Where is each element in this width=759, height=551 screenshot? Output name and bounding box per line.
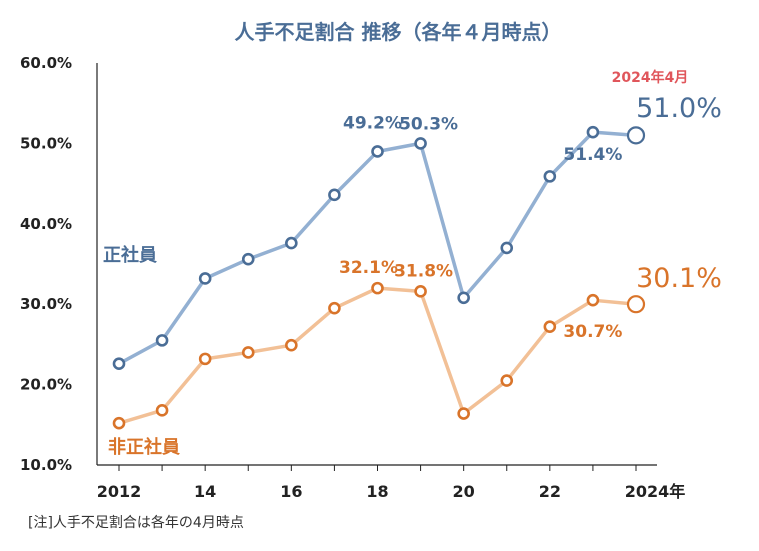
- data-label: 32.1%: [339, 258, 398, 278]
- data-point: [328, 188, 341, 202]
- data-point: [155, 404, 169, 417]
- x-tick-label: 22: [539, 482, 561, 501]
- data-point: [112, 357, 126, 370]
- footnote: [注]人手不足割合は各年の4月時点: [28, 515, 244, 531]
- series-name-nonregular: 非正社員: [108, 436, 180, 458]
- data-point: [241, 346, 255, 359]
- data-point: [500, 241, 514, 255]
- data-point: [626, 295, 646, 314]
- data-point: [285, 338, 298, 352]
- x-tick-label: 20: [453, 482, 475, 501]
- data-point: [112, 416, 126, 430]
- highlight-label: 2024年4月: [612, 69, 689, 86]
- x-tick-label: 14: [194, 482, 216, 501]
- latest-value-regular: 51.0%: [636, 93, 722, 124]
- data-point: [457, 291, 470, 305]
- data-point: [586, 293, 600, 307]
- x-tick-label: 2012: [97, 482, 142, 501]
- data-point: [500, 374, 514, 387]
- data-point: [155, 334, 169, 347]
- data-point: [371, 281, 384, 295]
- data-point: [198, 352, 212, 366]
- data-label: 31.8%: [394, 261, 453, 281]
- data-label: 30.7%: [563, 322, 622, 342]
- y-tick-label: 50.0%: [20, 134, 72, 152]
- data-label: 50.3%: [399, 114, 458, 134]
- series-line-nonregular: [118, 286, 637, 425]
- y-tick-label: 30.0%: [20, 295, 72, 313]
- data-point: [543, 320, 557, 334]
- data-label: 49.2%: [343, 113, 402, 133]
- data-label: 51.4%: [563, 145, 622, 165]
- y-tick-label: 20.0%: [20, 376, 72, 394]
- y-tick-label: 60.0%: [20, 54, 72, 72]
- data-point: [285, 236, 298, 250]
- data-point: [626, 126, 646, 145]
- y-tick-label: 10.0%: [20, 456, 72, 474]
- data-point: [543, 170, 557, 183]
- y-tick-label: 40.0%: [20, 215, 72, 233]
- data-point: [457, 407, 470, 420]
- data-point: [414, 137, 427, 150]
- data-point: [371, 145, 384, 158]
- series-name-regular: 正社員: [103, 244, 157, 266]
- x-tick-label: 2024年: [625, 482, 686, 501]
- series-line-regular: [118, 130, 637, 366]
- data-point: [586, 125, 600, 139]
- data-point: [241, 252, 255, 266]
- data-point: [198, 272, 212, 285]
- x-tick-label: 18: [366, 482, 388, 501]
- latest-value-nonregular: 30.1%: [636, 263, 722, 294]
- x-tick-label: 16: [280, 482, 302, 501]
- data-point: [414, 285, 427, 298]
- data-point: [328, 301, 341, 315]
- chart-title: 人手不足割合 推移（各年４月時点）: [235, 20, 562, 44]
